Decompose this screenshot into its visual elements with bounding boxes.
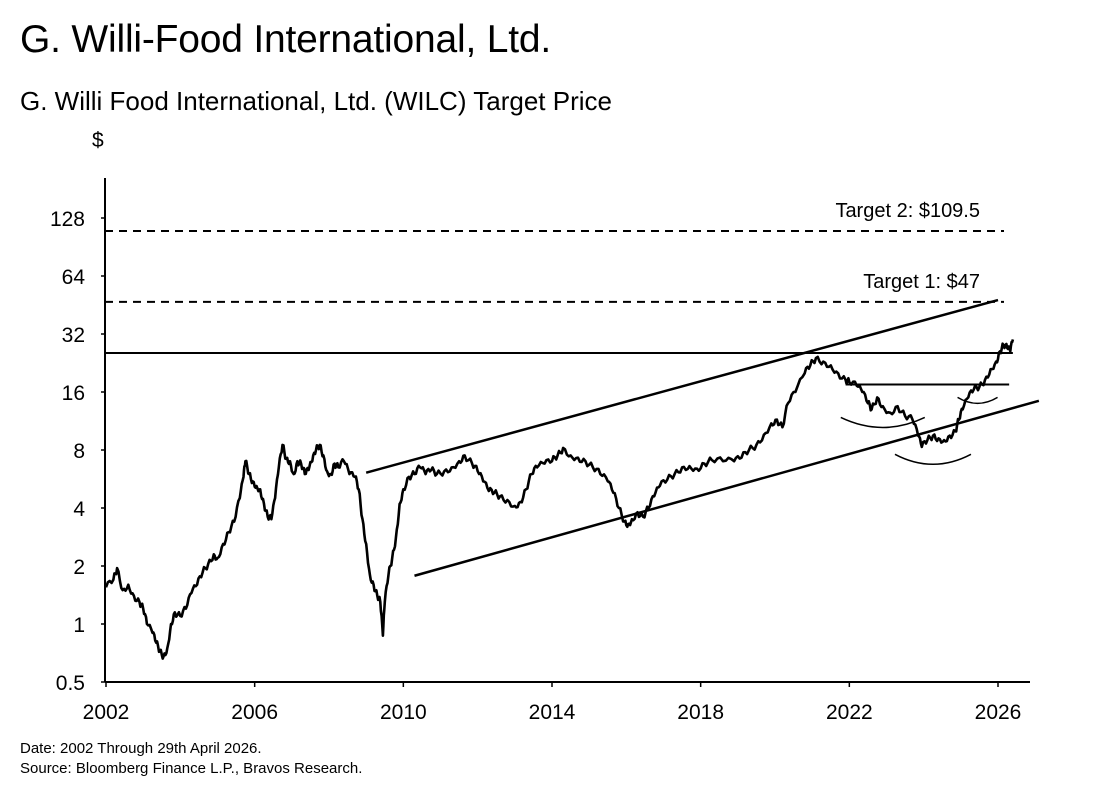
y-tick-label: 8 bbox=[73, 440, 85, 463]
source-note: Source: Bloomberg Finance L.P., Bravos R… bbox=[20, 760, 363, 777]
arc-right-shoulder bbox=[957, 396, 998, 405]
channel-upper-line bbox=[365, 298, 999, 474]
chart-subtitle: G. Willi Food International, Ltd. (WILC)… bbox=[20, 86, 612, 116]
x-tick-label: 2018 bbox=[677, 701, 724, 724]
y-tick-label: 128 bbox=[50, 208, 85, 231]
x-tick-label: 2010 bbox=[380, 701, 427, 724]
annotation-labels: Target 2: $109.5 Target 1: $47 bbox=[835, 200, 980, 293]
pattern-arcs bbox=[840, 396, 998, 466]
x-tick-label: 2006 bbox=[231, 701, 278, 724]
arc-left-shoulder bbox=[840, 416, 926, 429]
x-tick-label: 2002 bbox=[83, 701, 130, 724]
y-tick-label: 32 bbox=[62, 324, 85, 347]
arc-head bbox=[894, 453, 972, 466]
x-tick-label: 2026 bbox=[975, 701, 1022, 724]
price-series-line bbox=[104, 339, 1015, 660]
y-tick-label: 16 bbox=[62, 382, 85, 405]
y-tick-label: 4 bbox=[73, 498, 85, 521]
y-tick-label: 2 bbox=[73, 556, 85, 579]
date-note: Date: 2002 Through 29th April 2026. bbox=[20, 740, 262, 757]
page-title: G. Willi-Food International, Ltd. bbox=[20, 18, 551, 61]
target-label: Target 2: $109.5 bbox=[835, 200, 980, 222]
y-tick-label: 0.5 bbox=[56, 672, 85, 695]
target-label: Target 1: $47 bbox=[863, 271, 980, 293]
x-tick-label: 2014 bbox=[529, 701, 576, 724]
y-axis-label: $ bbox=[92, 129, 104, 152]
y-tick-label: 1 bbox=[73, 614, 85, 637]
y-tick-label: 64 bbox=[62, 266, 86, 289]
channel-lower-line bbox=[414, 399, 1040, 577]
reference-lines bbox=[105, 230, 1013, 386]
x-tick-label: 2022 bbox=[826, 701, 873, 724]
trend-lines bbox=[365, 298, 1040, 577]
axes: 0.5 1 2 4 8 16 32 64 128 2002 2006 2010 2014 2018 2022… bbox=[50, 178, 1030, 724]
series-group bbox=[104, 339, 1015, 660]
